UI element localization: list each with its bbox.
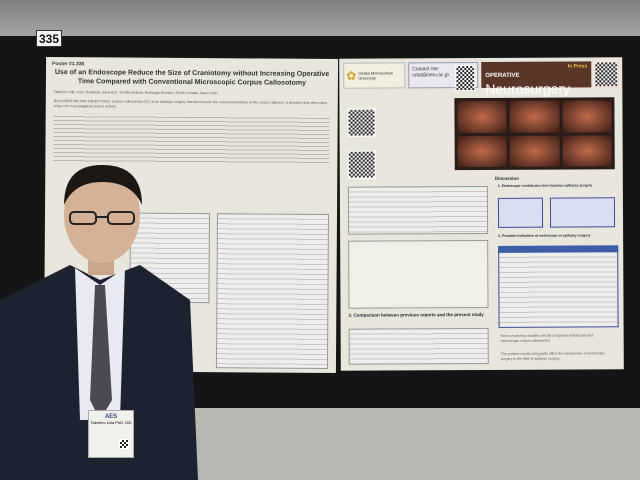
poster-patient-table xyxy=(215,213,330,369)
comparison-table xyxy=(348,327,489,365)
journal-banner: OPERATIVE Neurosurgery In Press xyxy=(481,61,592,97)
poster-title: Use of an Endoscope Reduce the Size of C… xyxy=(54,69,330,87)
qr-code-icon xyxy=(347,108,376,137)
booth-number: 335 xyxy=(36,30,62,47)
university-logo: ✿ Osaka Metropolitan University xyxy=(343,62,406,89)
diagram-box xyxy=(497,197,544,228)
contact-box: Contact me: udat@omu.ac.jp xyxy=(408,62,479,92)
right-poster: ✿ Osaka Metropolitan University Contact m… xyxy=(339,57,624,371)
wall xyxy=(0,0,640,40)
results-table xyxy=(347,185,489,235)
man-in-suit xyxy=(0,165,198,480)
qr-code-icon xyxy=(119,439,129,449)
qr-code-icon xyxy=(347,150,376,179)
poster-header: ✿ Osaka Metropolitan University Contact m… xyxy=(339,57,622,97)
name-badge: AES Takehiro Uda PhD, MD xyxy=(88,410,134,458)
poster-text-block xyxy=(53,113,330,165)
qr-code-icon xyxy=(594,61,619,88)
qr-code-icon xyxy=(455,65,476,92)
results-chart xyxy=(348,239,489,309)
indication-table xyxy=(498,245,619,328)
surgery-photos xyxy=(454,97,615,171)
poster-background: BACKGROUND AND OBJECTIVES: Corpus callos… xyxy=(53,99,328,109)
diagram-box xyxy=(549,197,616,228)
